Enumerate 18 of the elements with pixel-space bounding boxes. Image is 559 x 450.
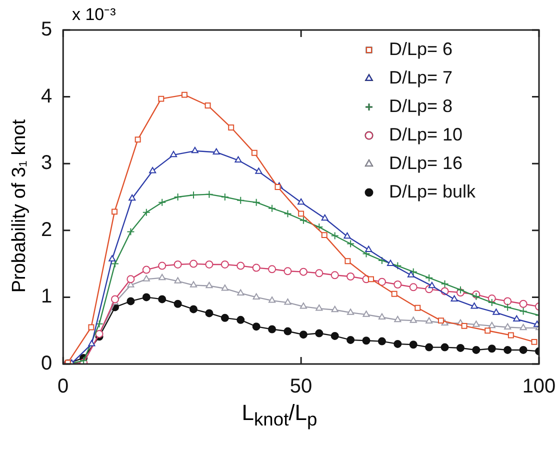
legend-label: D/Lp= 16 <box>389 152 463 173</box>
y-tick-label: 4 <box>41 85 52 108</box>
legend-label: D/Lp= 7 <box>389 67 453 88</box>
y-axis-title: Probability of 3₁ knot <box>9 118 31 295</box>
y-tick-label: 3 <box>41 152 52 174</box>
text: x 10⁻³ <box>72 4 116 25</box>
legend-label: D/Lp= bulk <box>389 181 477 202</box>
y-tick-label: 2 <box>41 218 52 241</box>
legend-label: D/Lp= 10 <box>389 124 463 144</box>
x-tick-label: 100 <box>522 376 556 398</box>
y-tick-label: 0 <box>41 352 52 375</box>
legend-label: D/Lp= 8 <box>389 96 453 116</box>
x-axis-title: L$_{knot}$/L$_{p}$ <box>240 400 318 430</box>
x-tick-label: 50 <box>290 376 312 398</box>
legend-label: D/Lp= 6 <box>389 38 453 59</box>
x-tick-label: 0 <box>58 376 69 398</box>
y-tick-label: 5 <box>41 18 52 41</box>
y-tick-label: 1 <box>41 286 52 308</box>
